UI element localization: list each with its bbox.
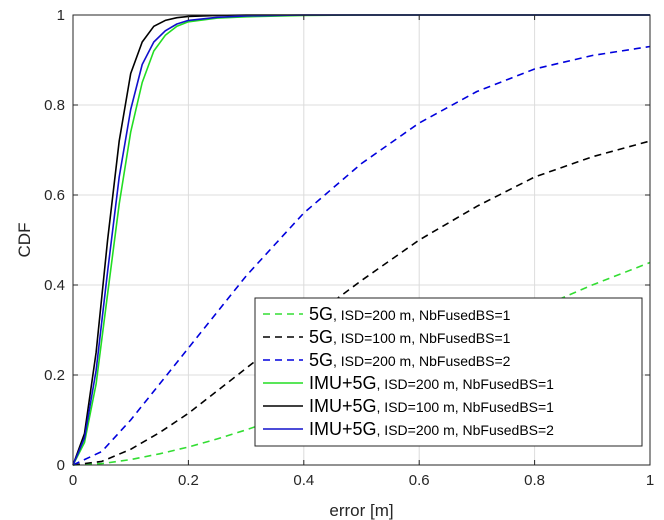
legend-entry-prefix: IMU+5G [309, 419, 377, 439]
legend-entry-detail: , ISD=200 m, NbFusedBS=2 [377, 422, 555, 438]
legend-entry-label: IMU+5G, ISD=200 m, NbFusedBS=2 [309, 419, 554, 439]
y-tick-label: 0.4 [44, 277, 65, 294]
x-tick-label: 1 [646, 472, 654, 489]
legend-entry-label: IMU+5G, ISD=100 m, NbFusedBS=1 [309, 396, 554, 416]
y-tick-label: 1 [57, 7, 65, 24]
legend-entry-detail: , ISD=100 m, NbFusedBS=1 [377, 399, 555, 415]
legend-entry-prefix: 5G [309, 327, 333, 347]
x-tick-label: 0.4 [293, 472, 314, 489]
legend-entry-prefix: IMU+5G [309, 373, 377, 393]
y-tick-label: 0.8 [44, 97, 65, 114]
y-tick-label: 0 [57, 457, 65, 474]
series-line-3 [72, 45, 651, 466]
y-tick-label: 0.6 [44, 187, 65, 204]
legend-entry-detail: , ISD=200 m, NbFusedBS=1 [377, 376, 555, 392]
legend-entry-label: 5G, ISD=200 m, NbFusedBS=2 [309, 350, 511, 370]
x-axis-label: error [m] [329, 501, 393, 520]
y-tick-label: 0.2 [44, 367, 65, 384]
legend: 5G, ISD=200 m, NbFusedBS=15G, ISD=100 m,… [254, 297, 643, 447]
legend-entry-label: IMU+5G, ISD=200 m, NbFusedBS=1 [309, 373, 554, 393]
legend-entry-detail: , ISD=200 m, NbFusedBS=2 [333, 353, 511, 369]
legend-box [254, 297, 643, 447]
legend-entry-prefix: 5G [309, 304, 333, 324]
x-tick-label: 0.2 [178, 472, 199, 489]
legend-entry-label: 5G, ISD=100 m, NbFusedBS=1 [309, 327, 511, 347]
series-line-6 [72, 14, 650, 466]
x-tick-label: 0.8 [524, 472, 545, 489]
legend-entry-prefix: IMU+5G [309, 396, 377, 416]
y-axis: 0 0.2 0.4 0.6 0.8 1 [44, 7, 650, 474]
legend-entry-detail: , ISD=100 m, NbFusedBS=1 [333, 330, 511, 346]
x-tick-label: 0 [69, 472, 77, 489]
axes-box [72, 14, 651, 466]
legend-entry-detail: , ISD=200 m, NbFusedBS=1 [333, 307, 511, 323]
y-axis-label: CDF [15, 223, 34, 258]
legend-entry-prefix: 5G [309, 350, 333, 370]
x-axis: 0 0.2 0.4 0.6 0.8 1 [69, 15, 654, 489]
legend-entry-label: 5G, ISD=200 m, NbFusedBS=1 [309, 304, 511, 324]
x-tick-label: 0.6 [409, 472, 430, 489]
